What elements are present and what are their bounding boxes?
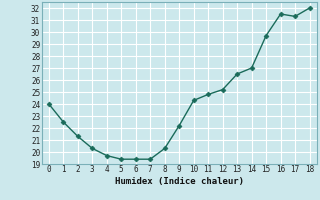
X-axis label: Humidex (Indice chaleur): Humidex (Indice chaleur) bbox=[115, 177, 244, 186]
